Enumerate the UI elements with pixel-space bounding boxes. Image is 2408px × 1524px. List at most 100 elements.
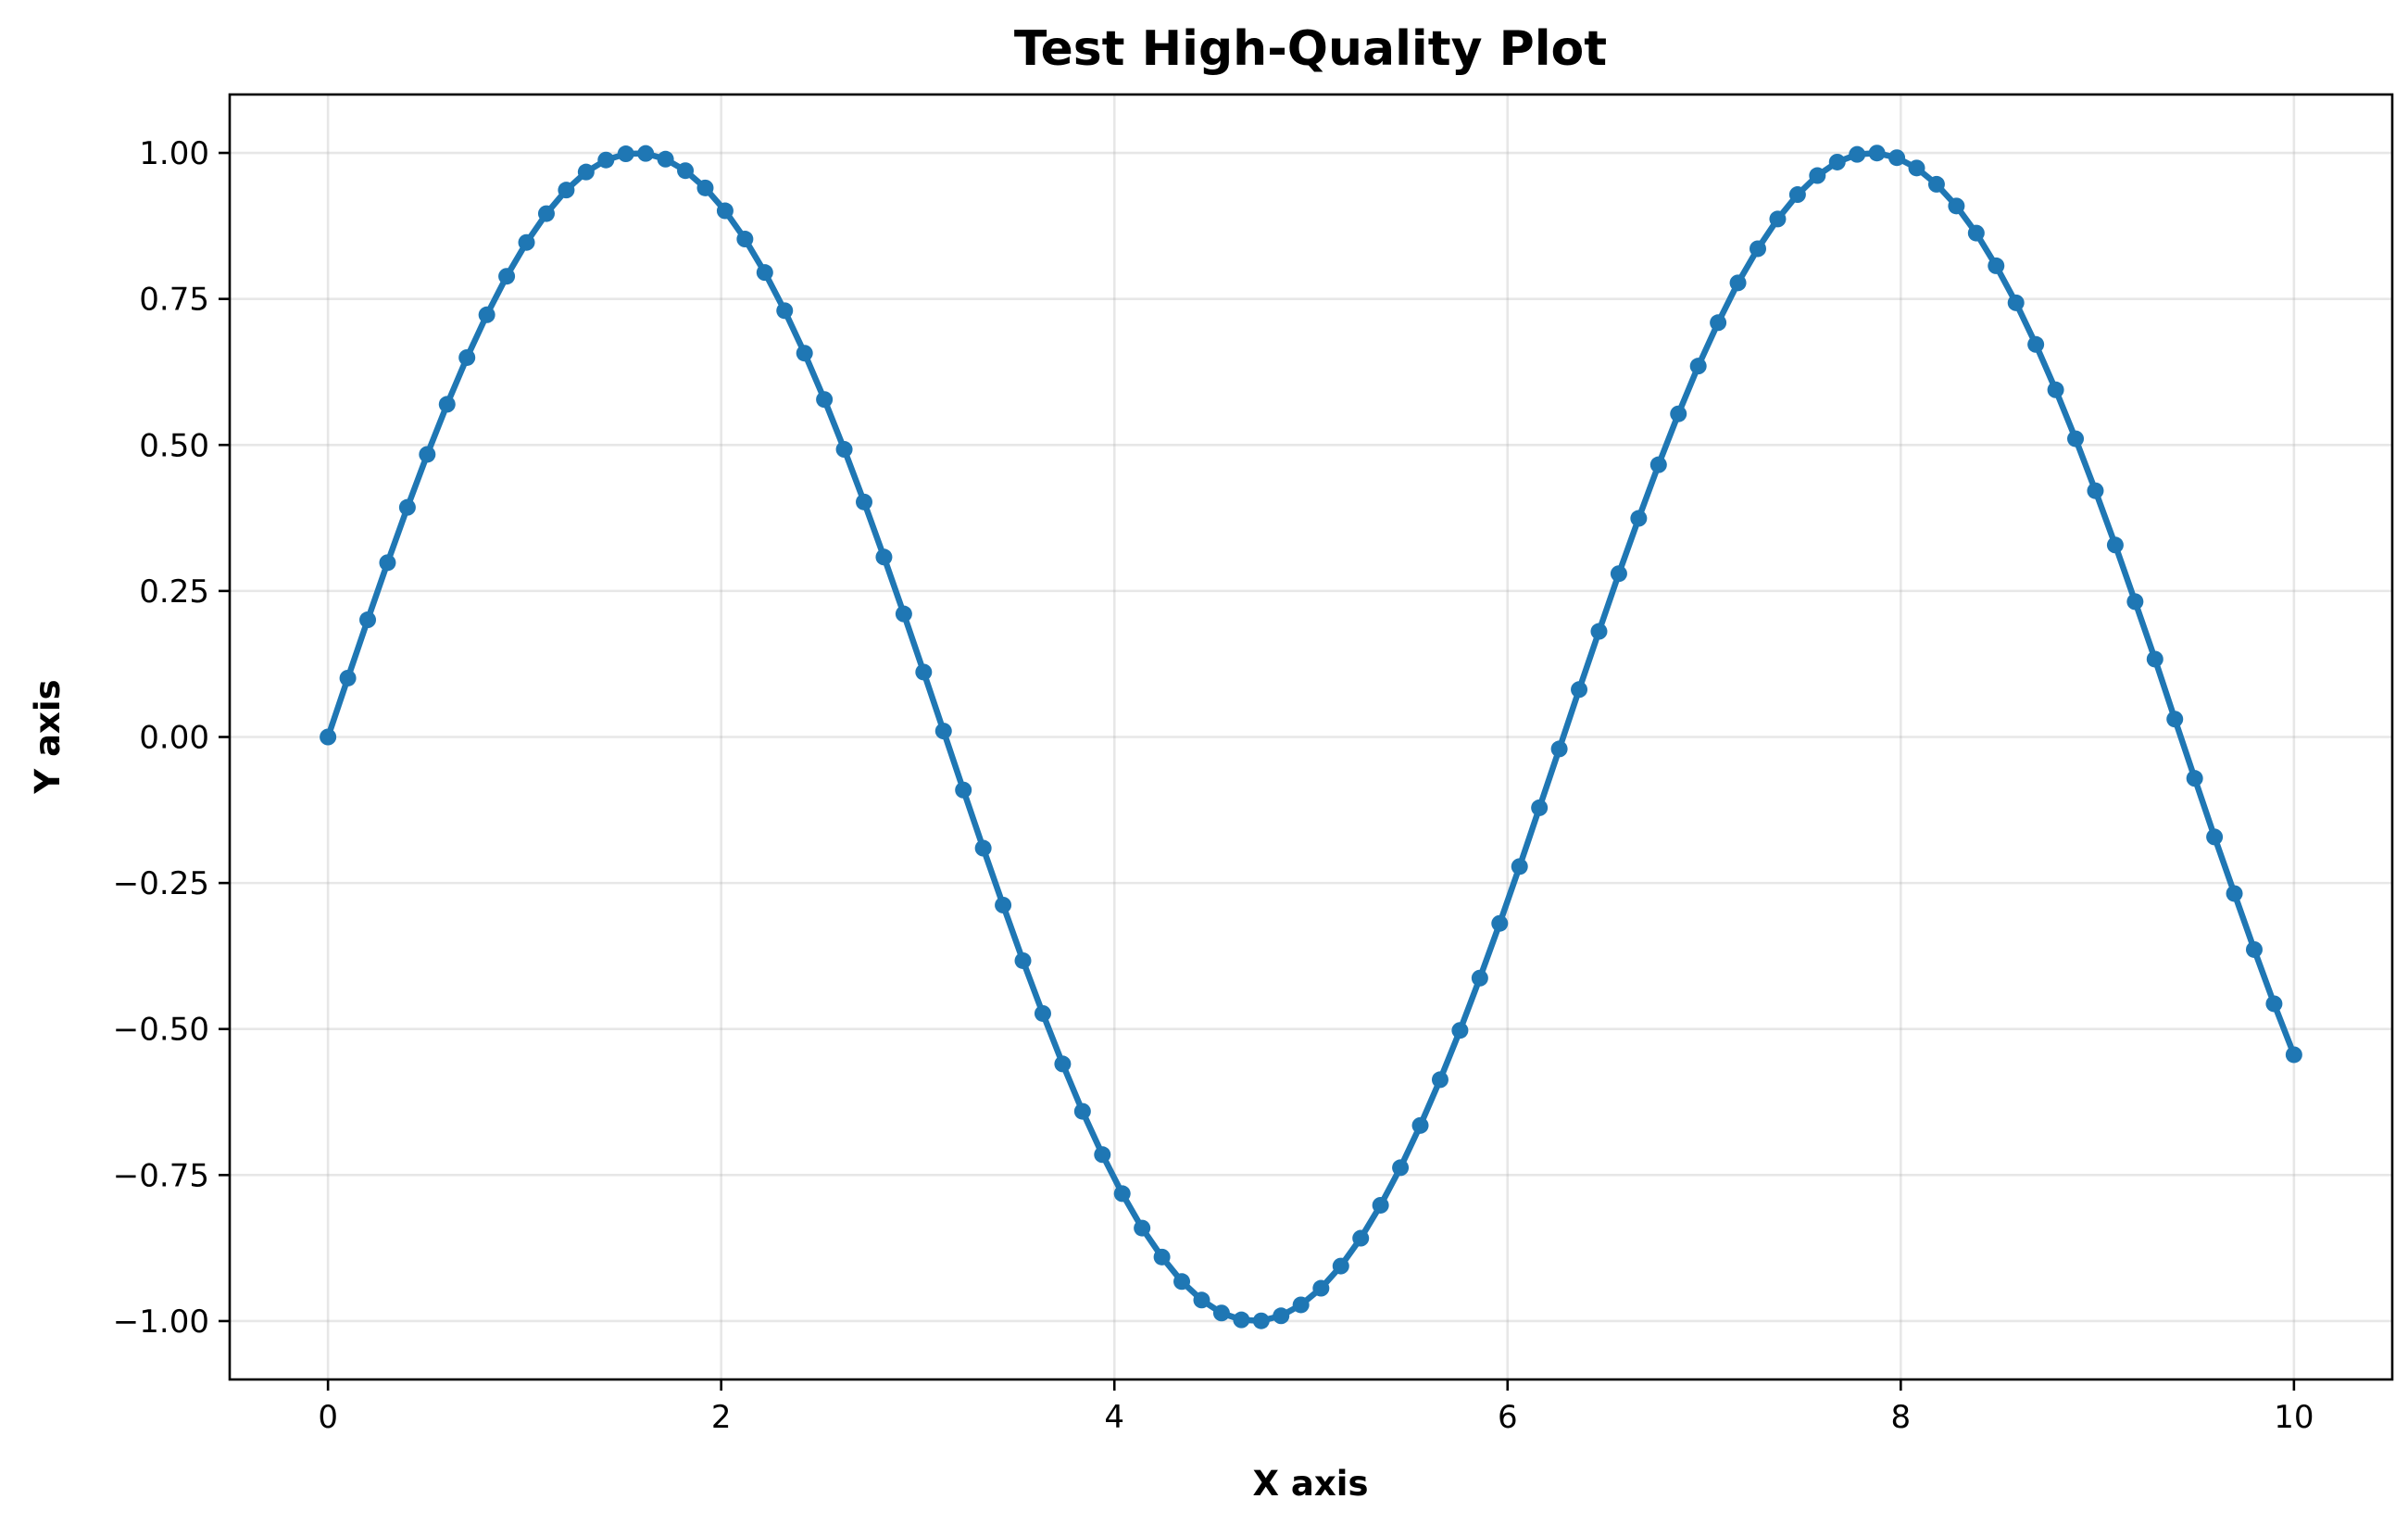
data-point — [1431, 1071, 1449, 1089]
data-point — [875, 548, 893, 566]
data-point — [1729, 274, 1747, 292]
data-point — [776, 302, 794, 320]
data-point — [1054, 1055, 1072, 1073]
data-point — [915, 663, 933, 681]
data-point — [756, 264, 773, 282]
data-point — [856, 493, 872, 510]
data-point — [1828, 153, 1846, 170]
data-point — [1750, 240, 1766, 258]
data-point — [1372, 1196, 1389, 1214]
data-point — [2206, 828, 2224, 846]
data-point — [1868, 145, 1886, 162]
x-tick-label: 2 — [711, 1399, 732, 1436]
data-point — [458, 348, 476, 366]
x-tick-label: 0 — [318, 1399, 338, 1436]
data-point — [1034, 1004, 1051, 1022]
data-point — [537, 205, 555, 222]
data-point — [1531, 799, 1549, 816]
data-point — [1689, 358, 1707, 375]
plot-area — [320, 145, 2302, 1329]
data-point — [696, 179, 714, 196]
y-tick-label: 1.00 — [139, 135, 209, 172]
data-point — [1411, 1116, 1429, 1134]
data-point — [1113, 1185, 1131, 1203]
data-point — [1233, 1311, 1250, 1329]
data-point — [1392, 1159, 1410, 1177]
data-point — [2047, 381, 2064, 398]
data-point — [974, 839, 992, 857]
data-point — [1908, 159, 1925, 177]
data-point — [1809, 167, 1826, 184]
data-point — [498, 268, 516, 285]
data-point — [895, 605, 912, 623]
data-point — [2027, 335, 2045, 353]
y-tick-label: −0.75 — [113, 1157, 209, 1194]
data-point — [657, 150, 674, 168]
data-point — [2226, 885, 2243, 902]
data-point — [1273, 1307, 1290, 1325]
data-point — [716, 202, 734, 220]
data-point — [1590, 623, 1608, 640]
data-point — [1153, 1248, 1171, 1266]
data-point — [1849, 145, 1866, 163]
data-point — [1788, 186, 1806, 204]
data-point — [617, 145, 634, 163]
y-tick-label: −0.25 — [113, 865, 209, 902]
data-point — [1212, 1304, 1230, 1322]
data-point — [359, 611, 377, 629]
y-tick-label: 0.75 — [139, 282, 209, 319]
data-point — [2285, 1046, 2302, 1064]
data-point — [1252, 1312, 1270, 1329]
data-point — [1967, 224, 1985, 242]
y-axis-label: Y axis — [28, 679, 68, 794]
data-point — [934, 723, 952, 740]
y-axis-ticks: −1.00 −0.75 −0.50 −0.25 0.00 0.25 0.50 0.75 1.00 — [113, 135, 230, 1341]
data-point — [1094, 1146, 1111, 1164]
data-point — [478, 306, 495, 323]
x-axis-ticks: 0 2 4 6 8 10 — [318, 1379, 2314, 1436]
data-point — [1710, 314, 1727, 332]
data-point — [1571, 681, 1588, 699]
data-point — [558, 182, 575, 199]
data-point — [1988, 257, 2005, 274]
data-point — [2067, 430, 2085, 447]
data-point — [339, 669, 357, 686]
data-point — [1292, 1296, 1310, 1314]
x-tick-label: 10 — [2274, 1399, 2314, 1436]
data-point — [835, 441, 853, 459]
data-point — [2265, 995, 2283, 1013]
x-axis-label: X axis — [1253, 1464, 1369, 1504]
data-point — [1491, 914, 1509, 932]
data-point — [2166, 711, 2184, 728]
data-point — [736, 231, 754, 248]
x-tick-label: 8 — [1890, 1399, 1911, 1436]
data-point — [398, 498, 416, 516]
data-point — [320, 728, 337, 746]
data-point — [1312, 1279, 1330, 1297]
data-point — [637, 145, 655, 162]
data-point — [955, 781, 972, 799]
data-point — [597, 151, 615, 169]
data-point — [379, 554, 396, 572]
data-point — [796, 345, 813, 362]
data-point — [2126, 593, 2144, 611]
data-point — [1134, 1219, 1151, 1237]
series-line — [324, 149, 2298, 1324]
data-point — [1670, 405, 1687, 422]
data-point — [1927, 175, 1945, 193]
data-point — [2087, 482, 2104, 499]
data-point — [677, 162, 695, 180]
data-point — [1888, 149, 1906, 167]
data-point — [1193, 1291, 1210, 1309]
data-point — [1471, 969, 1488, 987]
data-point — [419, 446, 436, 463]
data-point — [1769, 210, 1787, 228]
data-point — [1352, 1229, 1370, 1247]
data-point — [438, 396, 456, 413]
data-point — [1014, 951, 1032, 969]
data-point — [1630, 510, 1648, 527]
data-point — [577, 163, 595, 181]
y-tick-label: −1.00 — [113, 1304, 209, 1341]
